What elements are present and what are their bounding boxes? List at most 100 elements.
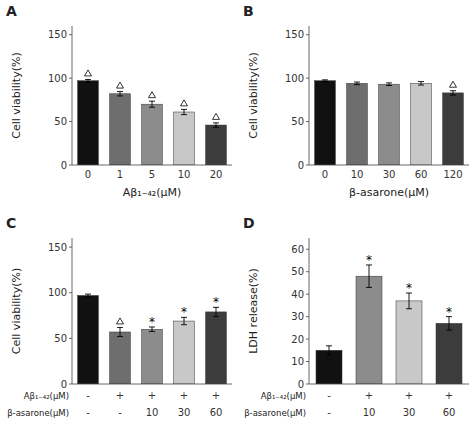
y-tick [306, 121, 309, 122]
panel-label: A [6, 3, 17, 19]
marks [316, 265, 462, 384]
bar [110, 94, 131, 165]
row-value-label: + [116, 390, 124, 401]
bar [436, 323, 462, 384]
x-tick-label: 20 [210, 169, 223, 180]
y-tick-label: 50 [54, 333, 67, 344]
error-bar [322, 80, 328, 82]
y-axis-label: Cell viability(%) [10, 268, 23, 354]
bar [396, 301, 422, 384]
y-axis-label: Cell viability(%) [247, 52, 260, 138]
row-value-label: 60 [443, 407, 456, 418]
error-bar [117, 92, 123, 96]
x-tick-label: 10 [178, 169, 191, 180]
y-tick [306, 78, 309, 79]
error-bar [85, 294, 91, 297]
y-axis-line [309, 26, 310, 165]
bar [142, 104, 163, 165]
y-tick-label: 100 [48, 73, 67, 84]
error-bar [149, 101, 155, 107]
panel: A050100150Cell viability(%)0151020Aβ₁₋₄₂… [6, 3, 232, 199]
y-tick [306, 249, 309, 250]
bar [78, 295, 99, 384]
panel-label: D [243, 215, 255, 231]
x-tick-label: 30 [383, 169, 396, 180]
triangle-marker [85, 70, 92, 76]
error-bar [85, 79, 91, 82]
y-tick-label: 40 [291, 289, 304, 300]
bar [347, 83, 368, 165]
row-value-label: 10 [363, 407, 376, 418]
row-value-label: 60 [210, 407, 223, 418]
x-tick-label: 0 [85, 169, 91, 180]
error-bar [450, 91, 456, 95]
bar [316, 350, 342, 384]
bar [78, 81, 99, 165]
y-tick [69, 338, 72, 339]
error-bar [406, 293, 412, 309]
bar [411, 83, 432, 165]
x-axis-line [309, 384, 469, 385]
y-tick-label: 20 [291, 334, 304, 345]
row-value-label: - [86, 390, 90, 401]
y-axis-line [72, 238, 73, 384]
y-tick [306, 316, 309, 317]
triangle-marker [117, 318, 124, 324]
row-value-label: - [118, 407, 122, 418]
y-tick [306, 165, 309, 166]
y-tick [69, 247, 72, 248]
row-value-label: - [327, 407, 331, 418]
y-tick-label: 60 [291, 244, 304, 255]
y-tick-label: 0 [298, 160, 304, 171]
error-bar [446, 317, 452, 330]
y-tick-label: 30 [291, 311, 304, 322]
y-tick [69, 165, 72, 166]
y-tick [306, 384, 309, 385]
x-tick-label: 10 [351, 169, 364, 180]
figure: A 0 50 100 150 Cell viability(%) 0 1 5 10 20 Aβ₁₋₄₂… [0, 0, 474, 436]
y-tick-label: 10 [291, 356, 304, 367]
x-axis-line [72, 165, 232, 166]
y-tick [69, 78, 72, 79]
error-bar [418, 82, 424, 85]
row-value-label: 10 [146, 407, 159, 418]
row-value-label: 30 [403, 407, 416, 418]
row-value-label: + [212, 390, 220, 401]
y-tick-label: 50 [291, 266, 304, 277]
panel-label: B [243, 3, 254, 19]
error-bar [181, 109, 187, 114]
x-axis-line [309, 165, 469, 166]
y-tick-label: 100 [48, 287, 67, 298]
x-tick-label: 5 [149, 169, 155, 180]
x-axis-line [72, 384, 232, 385]
error-bar [366, 265, 372, 287]
bar [315, 81, 336, 165]
panel: C***050100150Cell viability(%)Aβ₁₋₄₂(μM)… [6, 215, 232, 418]
error-bar [354, 82, 360, 85]
panel: B050100150Cell viability(%)0103060120β-a… [243, 3, 469, 199]
annotation: * [446, 305, 452, 319]
y-axis-line [309, 238, 310, 384]
y-tick [69, 384, 72, 385]
row-value-label: - [86, 407, 90, 418]
y-tick [69, 34, 72, 35]
bar [174, 321, 195, 384]
triangle-marker [450, 81, 457, 87]
x-axis-label: Aβ₁₋₄₂(μM) [123, 186, 182, 199]
row-value-label: + [365, 390, 373, 401]
y-tick [306, 34, 309, 35]
bar [443, 93, 464, 165]
y-axis-label: Cell viability(%) [10, 52, 23, 138]
row-label: Aβ₁₋₄₂(μM) [24, 391, 69, 401]
x-tick-label: 1 [117, 169, 123, 180]
y-axis-line [72, 26, 73, 165]
y-tick-label: 150 [48, 242, 67, 253]
error-bar [117, 327, 123, 336]
annotation: * [213, 295, 219, 309]
annotation: * [181, 305, 187, 319]
y-tick [69, 292, 72, 293]
row-value-label: + [445, 390, 453, 401]
bar [206, 125, 227, 165]
triangle-marker [181, 100, 188, 106]
triangle-marker [149, 92, 156, 98]
